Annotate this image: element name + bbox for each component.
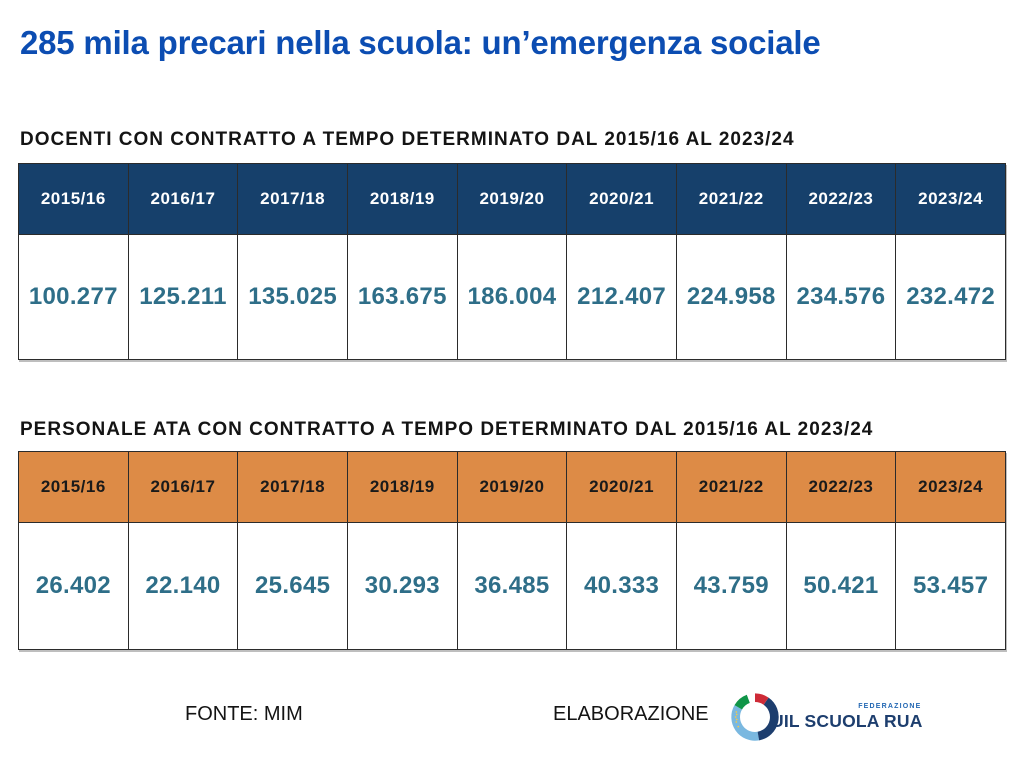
ata-value-cell: 50.421 xyxy=(785,522,897,650)
ata-value-cell: 40.333 xyxy=(566,522,677,650)
docenti-year-header: 2018/19 xyxy=(346,163,458,235)
ata-year-header: 2023/24 xyxy=(895,451,1006,523)
ata-year-header: 2019/20 xyxy=(456,451,568,523)
docenti-value-cell: 163.675 xyxy=(346,234,458,360)
ata-values-row: 26.402 22.140 25.645 30.293 36.485 40.33… xyxy=(18,522,1006,650)
docenti-value-cell: 186.004 xyxy=(456,234,568,360)
docenti-values-row: 100.277 125.211 135.025 163.675 186.004 … xyxy=(18,234,1006,360)
docenti-year-header: 2015/16 xyxy=(18,163,129,235)
logo-name-label: UIL SCUOLA RUA xyxy=(771,710,923,731)
ata-value-cell: 22.140 xyxy=(127,522,239,650)
docenti-year-header: 2019/20 xyxy=(456,163,568,235)
ata-value-cell: 53.457 xyxy=(895,522,1006,650)
ata-year-header: 2016/17 xyxy=(127,451,239,523)
ata-value-cell: 43.759 xyxy=(675,522,787,650)
docenti-section-heading: DOCENTI CON CONTRATTO A TEMPO DETERMINAT… xyxy=(20,129,795,150)
ata-year-header: 2015/16 xyxy=(18,451,129,523)
docenti-year-header: 2021/22 xyxy=(675,163,787,235)
docenti-value-cell: 224.958 xyxy=(675,234,787,360)
ata-year-header: 2021/22 xyxy=(675,451,787,523)
docenti-value-cell: 100.277 xyxy=(18,234,129,360)
docenti-table: 2015/16 2016/17 2017/18 2018/19 2019/20 … xyxy=(18,163,1006,360)
elaboration-label: ELABORAZIONE xyxy=(553,703,709,725)
ata-value-cell: 26.402 xyxy=(18,522,129,650)
uil-scuola-rua-logo: FEDERAZIONE UIL SCUOLA RUA xyxy=(726,687,922,747)
ata-year-header: 2020/21 xyxy=(566,451,677,523)
ata-value-cell: 25.645 xyxy=(237,522,348,650)
docenti-value-cell: 232.472 xyxy=(895,234,1006,360)
docenti-year-header: 2017/18 xyxy=(237,163,348,235)
docenti-year-header: 2023/24 xyxy=(895,163,1006,235)
uil-swirl-ring-icon xyxy=(731,693,779,741)
ata-value-cell: 30.293 xyxy=(346,522,458,650)
ata-section-heading: PERSONALE ATA CON CONTRATTO A TEMPO DETE… xyxy=(20,419,874,440)
docenti-header-row: 2015/16 2016/17 2017/18 2018/19 2019/20 … xyxy=(18,163,1006,235)
docenti-value-cell: 125.211 xyxy=(127,234,239,360)
docenti-year-header: 2016/17 xyxy=(127,163,239,235)
ata-value-cell: 36.485 xyxy=(456,522,568,650)
logo-text-block: FEDERAZIONE UIL SCUOLA RUA xyxy=(771,703,923,732)
page-title: 285 mila precari nella scuola: un’emerge… xyxy=(20,24,821,61)
docenti-value-cell: 212.407 xyxy=(566,234,677,360)
docenti-value-cell: 234.576 xyxy=(785,234,897,360)
source-label: FONTE: MIM xyxy=(185,703,303,725)
ata-year-header: 2017/18 xyxy=(237,451,348,523)
logo-federation-label: FEDERAZIONE xyxy=(858,702,922,710)
docenti-year-header: 2020/21 xyxy=(566,163,677,235)
docenti-value-cell: 135.025 xyxy=(237,234,348,360)
ata-header-row: 2015/16 2016/17 2017/18 2018/19 2019/20 … xyxy=(18,451,1006,523)
ata-table: 2015/16 2016/17 2017/18 2018/19 2019/20 … xyxy=(18,451,1006,650)
ata-year-header: 2022/23 xyxy=(785,451,897,523)
docenti-year-header: 2022/23 xyxy=(785,163,897,235)
ata-year-header: 2018/19 xyxy=(346,451,458,523)
